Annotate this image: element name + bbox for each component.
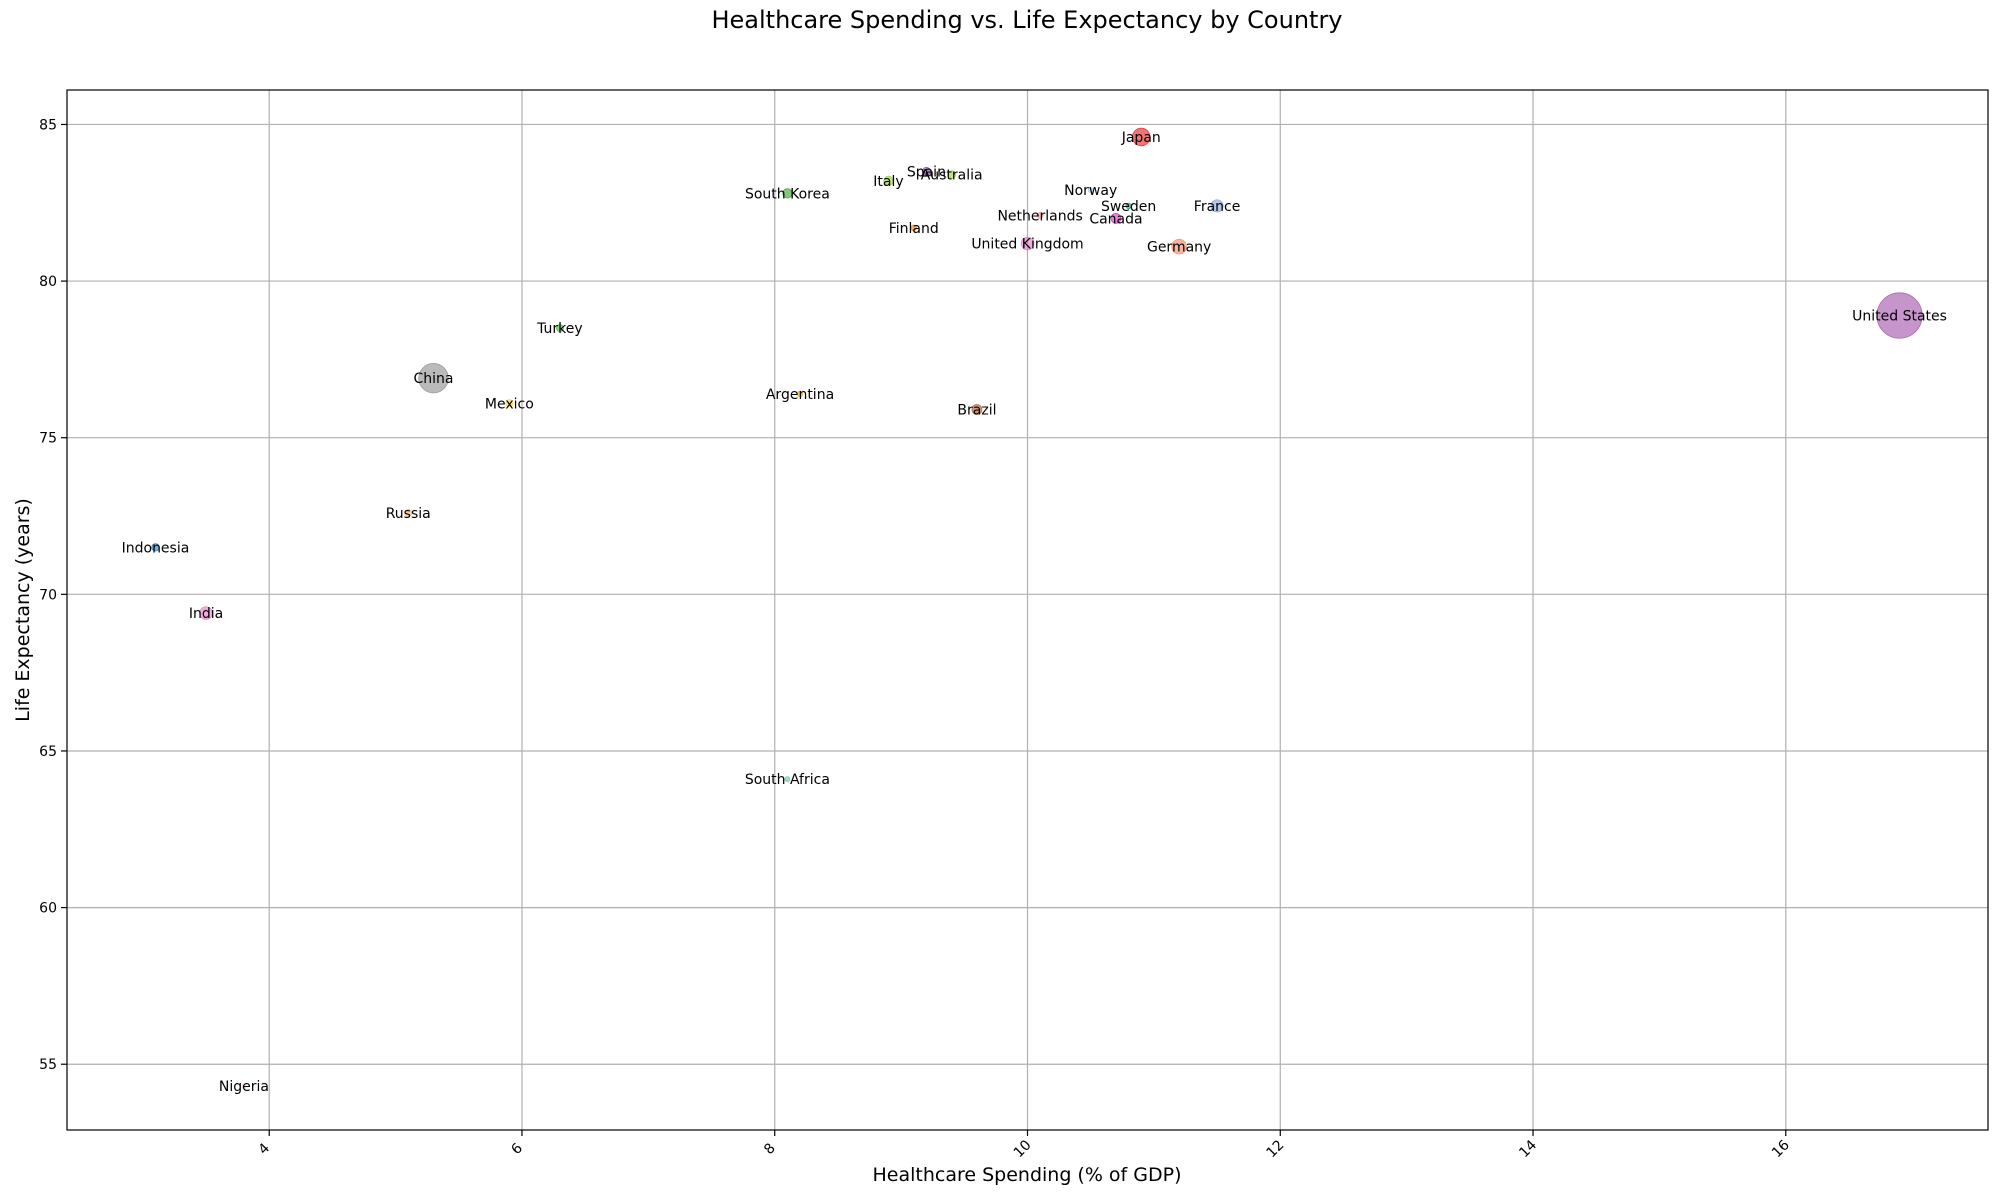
point-label: Turkey bbox=[536, 321, 583, 337]
data-point bbox=[199, 606, 213, 620]
data-point bbox=[151, 543, 160, 552]
data-point bbox=[1020, 236, 1035, 251]
point-label: Finland bbox=[889, 221, 939, 237]
point-label: Argentina bbox=[766, 387, 834, 403]
y-tick-label: 60 bbox=[39, 901, 57, 917]
grid bbox=[67, 90, 1988, 1130]
data-point bbox=[782, 188, 793, 199]
x-tick-label: 4 bbox=[256, 1140, 274, 1158]
x-tick-label: 8 bbox=[761, 1140, 779, 1158]
point-label: United States bbox=[1852, 309, 1947, 325]
point-label: Sweden bbox=[1101, 199, 1156, 215]
x-tick-label: 14 bbox=[1516, 1137, 1540, 1161]
data-point bbox=[1110, 213, 1122, 224]
data-point bbox=[796, 390, 804, 398]
x-tick-label: 12 bbox=[1263, 1137, 1287, 1161]
data-point bbox=[418, 363, 449, 394]
point-label: France bbox=[1194, 199, 1241, 215]
point-label: Australia bbox=[921, 168, 983, 184]
point-label: Spain bbox=[907, 164, 946, 180]
y-tick-label: 85 bbox=[39, 117, 57, 133]
x-tick-label: 10 bbox=[1011, 1137, 1035, 1161]
point-label: United Kingdom bbox=[971, 236, 1083, 252]
x-tick-label: 16 bbox=[1769, 1137, 1793, 1161]
point-label: Indonesia bbox=[122, 540, 190, 556]
data-point bbox=[1036, 211, 1044, 219]
point-label: Germany bbox=[1147, 240, 1211, 256]
point-label: South Africa bbox=[745, 772, 830, 788]
data-point bbox=[910, 224, 917, 232]
data-point bbox=[947, 170, 957, 179]
point-labels: United States China Japan Germany India Unite… bbox=[122, 130, 1947, 1095]
point-label: Mexico bbox=[485, 396, 534, 412]
data-point bbox=[921, 166, 931, 176]
x-axis-label: Healthcare Spending (% of GDP) bbox=[872, 1164, 1181, 1186]
data-point bbox=[883, 175, 894, 186]
point-label: Nigeria bbox=[219, 1079, 269, 1095]
y-tick-label: 75 bbox=[39, 431, 57, 447]
point-label: Italy bbox=[873, 174, 903, 190]
data-point bbox=[1171, 238, 1187, 255]
data-point bbox=[1876, 292, 1923, 339]
data-point bbox=[784, 776, 791, 783]
x-axis-ticks: 4 6 8 10 12 14 16 bbox=[256, 1130, 1793, 1161]
x-tick-label: 6 bbox=[508, 1140, 526, 1158]
data-point bbox=[1087, 187, 1094, 194]
data-points bbox=[151, 127, 1923, 1089]
data-point bbox=[404, 508, 413, 517]
data-point bbox=[505, 399, 514, 408]
data-point bbox=[1125, 202, 1132, 210]
data-point bbox=[241, 1083, 247, 1089]
data-point bbox=[1210, 199, 1224, 213]
y-tick-label: 70 bbox=[39, 587, 57, 603]
point-label: India bbox=[189, 606, 223, 622]
point-label: Russia bbox=[386, 506, 431, 522]
point-label: South Korea bbox=[745, 186, 830, 202]
point-label: Norway bbox=[1064, 183, 1117, 199]
y-tick-label: 80 bbox=[39, 274, 57, 290]
y-axis-ticks: 55 60 65 70 75 80 85 bbox=[39, 117, 67, 1073]
y-tick-label: 55 bbox=[39, 1057, 57, 1073]
y-tick-label: 65 bbox=[39, 744, 57, 760]
point-label: Brazil bbox=[957, 403, 996, 419]
data-point bbox=[971, 404, 983, 415]
data-point bbox=[555, 324, 564, 333]
y-axis-label: Life Expectancy (years) bbox=[12, 498, 34, 722]
point-label: Canada bbox=[1089, 211, 1142, 227]
point-label: Netherlands bbox=[997, 208, 1082, 224]
point-label: Japan bbox=[1121, 130, 1161, 146]
point-label: China bbox=[414, 371, 454, 387]
data-point bbox=[1132, 127, 1151, 147]
chart-title: Healthcare Spending vs. Life Expectancy … bbox=[711, 6, 1342, 34]
